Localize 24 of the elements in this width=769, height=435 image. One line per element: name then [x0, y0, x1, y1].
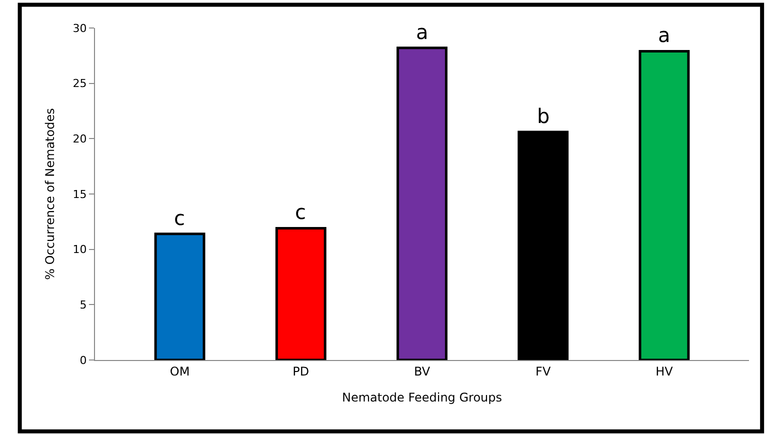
bar [396, 46, 448, 360]
annotation: c [295, 200, 306, 224]
annotation: c [174, 206, 185, 230]
x-tick-label: FV [536, 364, 552, 378]
y-tick-label: 10 [72, 243, 87, 256]
y-tick-label: 30 [72, 22, 87, 35]
bar [275, 227, 326, 360]
bar [638, 50, 690, 360]
bar [518, 130, 569, 360]
x-tick-label: OM [170, 364, 190, 378]
y-tick-label: 15 [72, 188, 87, 201]
y-tick-label: 0 [80, 354, 87, 367]
x-tick-label: PD [292, 364, 310, 378]
y-tick-label: 20 [72, 132, 87, 146]
annotation: b [537, 104, 550, 128]
bar [154, 232, 206, 360]
x-axis-title: Nematode Feeding Groups [342, 390, 502, 404]
y-axis-title: % Occurrence of Nematodes [43, 108, 58, 280]
y-tick-label: 25 [72, 77, 87, 90]
y-tick-label: 5 [80, 298, 87, 312]
x-tick-label: HV [656, 364, 674, 378]
x-tick-label: BV [414, 364, 431, 378]
annotation: a [658, 23, 670, 47]
annotation: a [416, 20, 428, 44]
